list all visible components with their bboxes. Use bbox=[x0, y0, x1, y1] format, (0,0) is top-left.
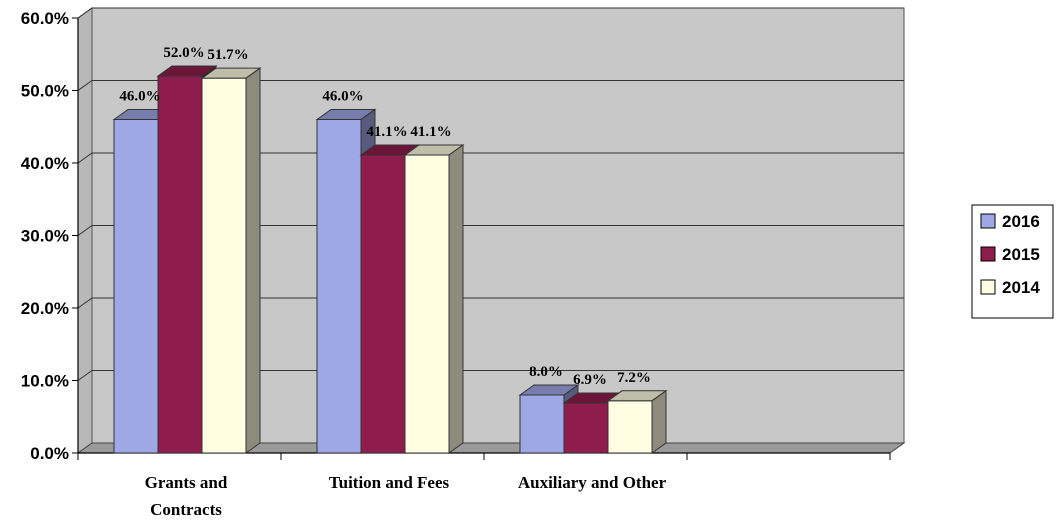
bar-side-2014 bbox=[245, 67, 261, 454]
legend-swatch-2015 bbox=[980, 246, 996, 262]
bar-2015 bbox=[360, 154, 406, 454]
bar-2016 bbox=[316, 119, 362, 454]
bar-2014 bbox=[404, 154, 450, 454]
data-label: 41.1% bbox=[366, 124, 407, 140]
bar-2016 bbox=[113, 119, 159, 454]
bar-2016 bbox=[519, 394, 565, 454]
gridline bbox=[77, 7, 904, 19]
gridline bbox=[77, 297, 904, 309]
gridline bbox=[77, 80, 904, 91]
y-tick-label: 40.0% bbox=[21, 154, 69, 173]
gridline bbox=[77, 152, 904, 164]
bars bbox=[112, 65, 668, 454]
category-label: Grants and bbox=[145, 473, 228, 492]
bar-2014 bbox=[201, 77, 247, 454]
y-tick-label: 50.0% bbox=[21, 82, 69, 101]
legend-swatch-2016 bbox=[980, 213, 996, 229]
gridline bbox=[77, 225, 904, 236]
y-tick-label: 60.0% bbox=[21, 9, 69, 28]
bar-2014 bbox=[607, 400, 653, 454]
bar-2015 bbox=[563, 402, 609, 454]
y-tick-label: 30.0% bbox=[21, 227, 69, 246]
bar-side-2014 bbox=[651, 389, 667, 454]
y-tick-label: 20.0% bbox=[21, 299, 69, 318]
category-label: Auxiliary and Other bbox=[518, 473, 667, 492]
data-label: 7.2% bbox=[617, 370, 651, 386]
gridline bbox=[77, 370, 904, 381]
data-label: 41.1% bbox=[410, 124, 451, 140]
y-tick-label: 0.0% bbox=[30, 444, 69, 463]
bar-side-2014 bbox=[448, 144, 464, 454]
gridlines bbox=[77, 7, 904, 381]
axes: 0.0% 10.0% 20.0% 30.0% 40.0% 50.0% 60.0% Grants… bbox=[21, 9, 891, 519]
legend: 2016 2015 2014 bbox=[971, 204, 1054, 319]
data-label: 46.0% bbox=[322, 89, 363, 105]
legend-label: 2014 bbox=[1002, 278, 1040, 297]
y-tick-label: 10.0% bbox=[21, 372, 69, 391]
legend-swatch-2014 bbox=[980, 279, 996, 295]
data-label: 6.9% bbox=[573, 372, 607, 388]
data-labels: 46.0% 52.0% 51.7% 46.0% 41.1% 41.1% 8.0% 6.9% 7.… bbox=[119, 45, 651, 388]
data-label: 52.0% bbox=[163, 45, 204, 61]
data-label: 46.0% bbox=[119, 89, 160, 105]
data-label: 8.0% bbox=[529, 364, 563, 380]
legend-label: 2015 bbox=[1002, 245, 1040, 264]
category-label: Tuition and Fees bbox=[329, 473, 450, 492]
bar-2015 bbox=[157, 75, 203, 454]
category-label: Contracts bbox=[150, 500, 222, 519]
legend-label: 2016 bbox=[1002, 212, 1040, 231]
data-label: 51.7% bbox=[207, 47, 248, 63]
